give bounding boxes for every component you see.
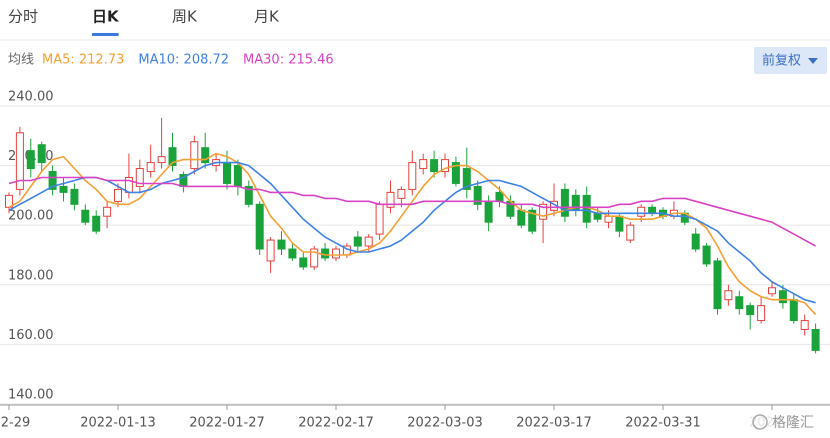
candle-body: [604, 215, 613, 223]
y-tick-label: 240.00: [8, 89, 54, 104]
tab[interactable]: 日K: [92, 8, 120, 26]
candle-body: [517, 209, 526, 226]
watermark-icon: [752, 414, 768, 430]
candle-body: [223, 162, 231, 184]
candle-body: [190, 141, 199, 170]
candle-body: [92, 215, 101, 232]
tab[interactable]: 月K: [254, 8, 280, 26]
candle-body: [430, 159, 439, 173]
tab-underline: [92, 33, 119, 36]
adjust-button[interactable]: [754, 47, 827, 74]
candle-body: [735, 296, 744, 310]
ma-line: [8, 161, 816, 304]
x-tick-label: 2022-03-31: [625, 416, 701, 431]
tab[interactable]: 分时: [8, 8, 38, 26]
watermark-bg: [748, 410, 828, 434]
candle-body: [386, 191, 395, 208]
candle-body: [277, 239, 286, 250]
adjust-button-label[interactable]: 前复权: [762, 53, 801, 69]
candle-body: [724, 290, 733, 301]
y-tick-label: 180.00: [8, 268, 54, 283]
candle-body: [375, 203, 384, 235]
candle-body: [408, 162, 417, 190]
dropdown-arrow[interactable]: [808, 58, 818, 64]
candle-body: [451, 162, 460, 184]
candle-body: [789, 299, 798, 322]
candle-body: [157, 156, 166, 164]
legend-entry: MA5: 212.73: [42, 53, 124, 68]
legend-entry: MA10: 208.72: [138, 53, 229, 68]
candle-body: [702, 245, 711, 265]
x-tick-label: 2022-03-17: [516, 416, 592, 431]
x-tick-label: 2022-03-03: [407, 416, 483, 431]
candle-body: [103, 206, 112, 217]
ma-label: 均线: [8, 53, 34, 68]
candle-body: [59, 185, 68, 193]
watermark: 格隆汇: [772, 415, 814, 431]
legend-entry: MA30: 215.46: [243, 53, 334, 68]
candle-body: [800, 320, 809, 330]
x-tick-label: 2022-01-27: [189, 416, 265, 431]
candle-body: [244, 185, 253, 205]
candle-body: [332, 248, 340, 259]
ma-line: [8, 176, 816, 247]
candle-body: [528, 209, 537, 232]
candle-body: [299, 257, 308, 268]
candle-body: [648, 206, 657, 214]
x-tick-label: 2022-01-13: [80, 416, 156, 431]
candle-body: [778, 290, 787, 304]
candle-body: [757, 305, 766, 322]
candle-body: [168, 147, 177, 167]
candle-body: [637, 206, 646, 217]
candle-body: [593, 212, 602, 220]
candle-body: [560, 188, 569, 217]
candle-body: [114, 188, 122, 202]
candle-body: [484, 200, 493, 223]
candle-body: [255, 203, 264, 250]
candle-body: [37, 144, 46, 164]
candle-body: [321, 248, 330, 259]
candle-body: [441, 159, 449, 173]
candle-body: [397, 188, 406, 199]
candle-body: [48, 171, 57, 190]
candle-body: [266, 239, 275, 262]
candle-body: [768, 287, 776, 295]
y-tick-label: 200.00: [8, 209, 54, 224]
candle-body: [746, 305, 755, 316]
candle-body: [495, 191, 504, 202]
x-tick-label: -12-29: [0, 416, 30, 431]
candle-body: [288, 248, 297, 259]
candle-body: [691, 233, 700, 250]
candle-body: [713, 260, 722, 310]
candle-body: [626, 224, 635, 241]
candle-body: [811, 328, 820, 351]
x-tick-label: 2022-02-17: [298, 416, 374, 431]
tab[interactable]: 周K: [172, 8, 198, 26]
candle-body: [146, 162, 155, 173]
candle-body: [473, 185, 482, 205]
candle-body: [201, 147, 210, 164]
candle-body: [419, 159, 428, 170]
candle-body: [135, 168, 144, 187]
candle-body: [353, 236, 362, 247]
candle-body: [364, 236, 373, 247]
candle-body: [310, 248, 319, 268]
candle-body: [15, 132, 24, 190]
candle-body: [615, 215, 624, 232]
y-tick-label: 160.00: [8, 328, 54, 343]
candle-body: [462, 168, 471, 190]
ma-line: [8, 152, 817, 316]
y-tick-label: 140.00: [8, 388, 54, 403]
candle-body: [233, 165, 242, 187]
candle-body: [26, 150, 35, 170]
candle-body: [81, 209, 90, 223]
candle-body: [70, 188, 79, 205]
candle-body: [539, 203, 548, 220]
